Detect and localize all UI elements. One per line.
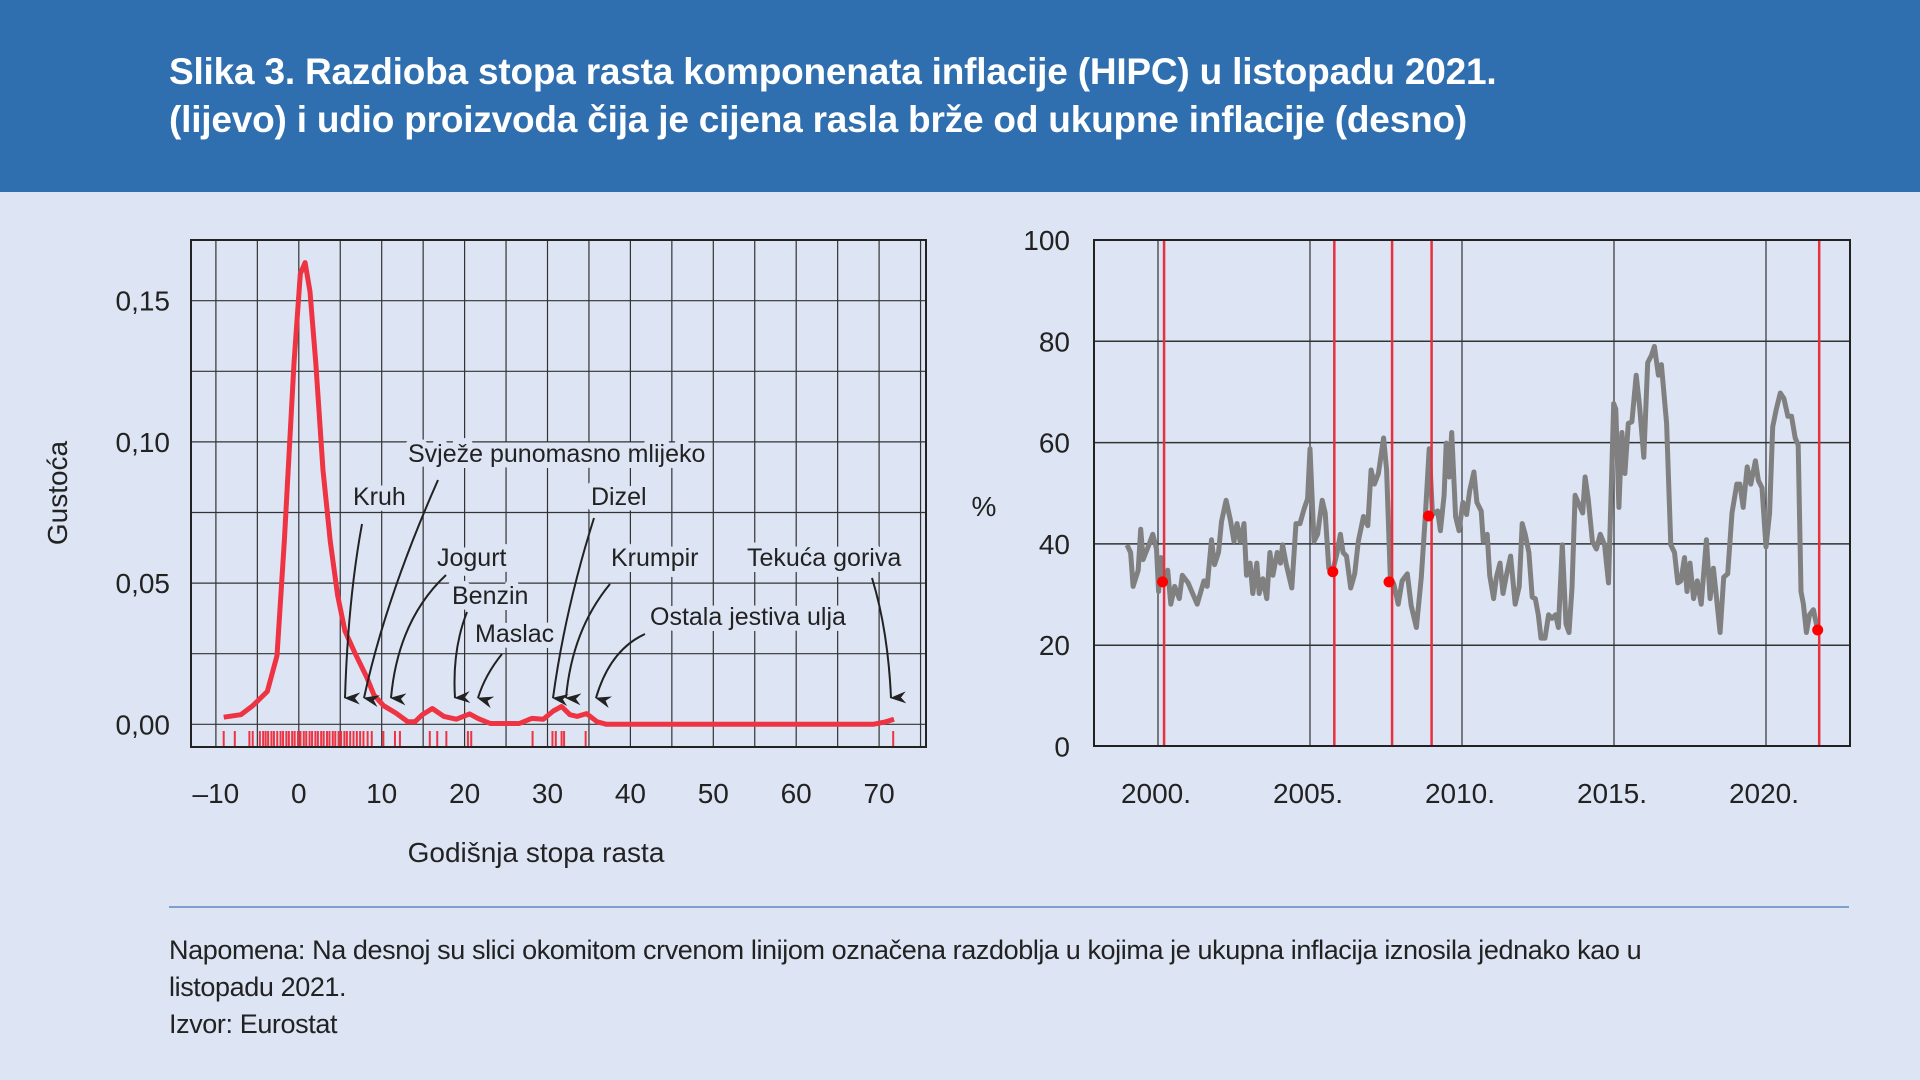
arrow-mlijeko	[363, 479, 439, 708]
density-tick-labels: –10 0 10 20 30 40 50 60 70 0,00 0,05 0,10 0,15	[116, 286, 895, 809]
y-tick-label: 0	[1054, 732, 1070, 763]
x-tick-label: 40	[615, 778, 646, 809]
y-tick-label: 60	[1039, 428, 1070, 459]
equal-inflation-marker	[1812, 624, 1824, 636]
equal-inflation-lines	[1162, 240, 1821, 746]
annotation-ostala-ulja: Ostala jestiva ulja	[650, 603, 846, 631]
density-chart: –10 0 10 20 30 40 50 60 70 0,00 0,05 0,10 0,15 Gusto…	[42, 239, 927, 868]
title-line-1: Slika 3. Razdioba stopa rasta komponenat…	[169, 51, 1497, 92]
x-tick-label: 10	[366, 778, 397, 809]
equal-inflation-marker	[1327, 566, 1339, 578]
y-tick-label: 100	[1023, 225, 1070, 256]
y-tick-label: 80	[1039, 326, 1070, 357]
annotation-tekuca-goriva: Tekuća goriva	[747, 544, 901, 572]
annotation-mlijeko: Svježe punomasno mlijeko	[408, 440, 705, 468]
arrow-kruh	[344, 523, 363, 705]
x-tick-label: 20	[449, 778, 480, 809]
arrow-dizel	[552, 517, 595, 706]
share-line	[1124, 343, 1820, 641]
source-line: Izvor: Eurostat	[169, 1009, 338, 1039]
share-chart: 2000. 2005. 2010. 2015. 2020. 0 20 40 60 80 100 %	[972, 225, 1851, 809]
figure-note: Napomena: Na desnoj su slici okomitom cr…	[169, 932, 1869, 1043]
density-grid	[191, 240, 926, 747]
footer-divider	[169, 906, 1849, 908]
y-tick-label: 0,00	[116, 709, 171, 740]
x-tick-label: 2000.	[1121, 778, 1191, 809]
y-tick-label: 20	[1039, 630, 1070, 661]
equal-inflation-marker	[1157, 576, 1169, 588]
annotation-krumpir: Krumpir	[611, 544, 699, 572]
x-tick-label: 70	[864, 778, 895, 809]
x-tick-label: –10	[193, 778, 240, 809]
x-tick-label: 30	[532, 778, 563, 809]
density-frame	[190, 239, 927, 748]
annotation-maslac: Maslac	[475, 620, 554, 648]
y-tick-label: 0,10	[116, 427, 171, 458]
x-tick-label: 2015.	[1577, 778, 1647, 809]
equal-inflation-marker	[1383, 576, 1395, 588]
figure-title: Slika 3. Razdioba stopa rasta komponenat…	[169, 48, 1497, 144]
equal-inflation-markers	[1157, 510, 1824, 636]
share-frame	[1093, 239, 1851, 747]
share-grid	[1094, 240, 1850, 746]
arrow-jogurt	[390, 574, 447, 706]
x-tick-label: 2010.	[1425, 778, 1495, 809]
note-line-2: listopadu 2021.	[169, 972, 347, 1002]
header-banner: Slika 3. Razdioba stopa rasta komponenat…	[0, 0, 1920, 192]
x-tick-label: 2020.	[1729, 778, 1799, 809]
equal-inflation-marker	[1423, 510, 1435, 522]
density-curve	[223, 260, 895, 727]
note-line-1: Napomena: Na desnoj su slici okomitom cr…	[169, 935, 1642, 965]
density-y-axis-label: Gustoća	[42, 440, 73, 545]
annotation-jogurt: Jogurt	[437, 544, 507, 572]
x-tick-label: 60	[781, 778, 812, 809]
x-tick-label: 0	[291, 778, 307, 809]
arrow-ostala-ulja	[595, 633, 646, 708]
x-tick-label: 50	[698, 778, 729, 809]
title-line-2: (lijevo) i udio proizvoda čija je cijena…	[169, 99, 1467, 140]
x-tick-label: 2005.	[1273, 778, 1343, 809]
annotation-dizel: Dizel	[591, 483, 647, 511]
density-rug	[222, 731, 895, 747]
annotation-kruh: Kruh	[353, 483, 406, 511]
arrow-benzin	[453, 611, 471, 704]
y-tick-label: 0,05	[116, 568, 171, 599]
share-y-axis-label: %	[972, 491, 997, 522]
y-tick-label: 40	[1039, 529, 1070, 560]
density-x-axis-label: Godišnja stopa rasta	[408, 837, 665, 868]
share-tick-labels: 2000. 2005. 2010. 2015. 2020. 0 20 40 60 80 100	[1023, 225, 1799, 809]
arrow-maslac	[477, 653, 503, 709]
annotation-benzin: Benzin	[452, 582, 528, 610]
y-tick-label: 0,15	[116, 286, 171, 317]
arrow-krumpir	[565, 583, 611, 706]
arrow-tekuca-goriva	[871, 577, 907, 704]
annotation-arrows	[344, 479, 907, 709]
